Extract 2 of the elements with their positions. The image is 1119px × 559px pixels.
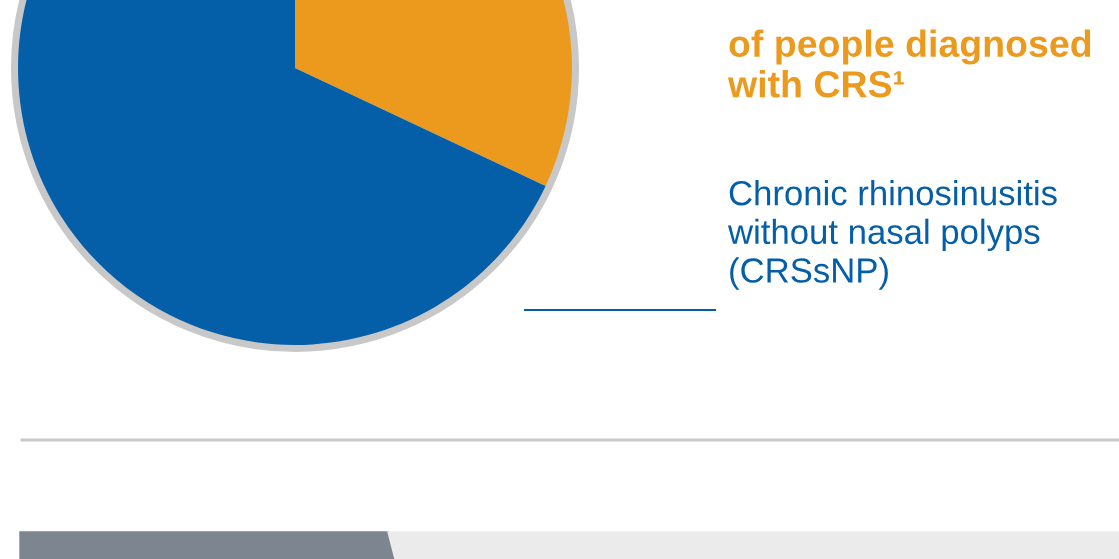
text: of people diagnosed with CRS¹ [727,29,1091,98]
slice-label: Chronic rhinosinusitis without nasal polyps (CRSsNP) [727,180,1057,290]
